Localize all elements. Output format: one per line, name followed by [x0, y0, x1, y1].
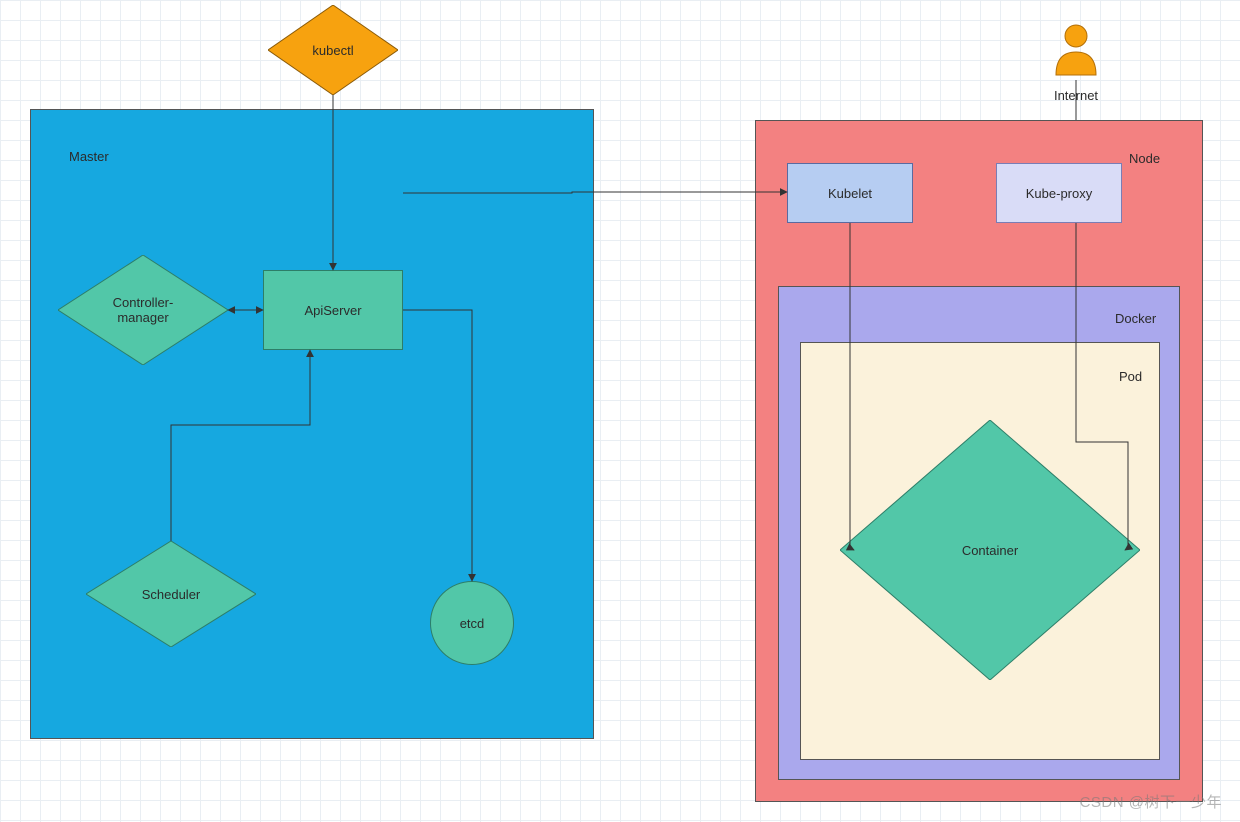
node-etcd: etcd — [430, 581, 514, 665]
node-apiserver: ApiServer — [263, 270, 403, 350]
node-kubectl: kubectl — [268, 5, 398, 95]
node-kubelet: Kubelet — [787, 163, 913, 223]
diagram-canvas: Master Node Docker Pod kubectl Controlle… — [0, 0, 1240, 822]
watermark-text: CSDN @树下一少年 — [1080, 791, 1222, 812]
node-scheduler: Scheduler — [86, 541, 256, 647]
panel-pod-label: Pod — [1119, 369, 1142, 384]
node-controller-manager-label: Controller- manager — [113, 295, 174, 325]
node-kube-proxy: Kube-proxy — [996, 163, 1122, 223]
internet-actor-label: Internet — [1036, 88, 1116, 103]
node-controller-manager: Controller- manager — [58, 255, 228, 365]
panel-master-label: Master — [69, 149, 109, 164]
node-container: Container — [840, 420, 1140, 680]
panel-docker-label: Docker — [1115, 311, 1156, 326]
node-kube-proxy-label: Kube-proxy — [1026, 186, 1092, 201]
node-apiserver-label: ApiServer — [304, 303, 361, 318]
panel-node-label: Node — [1129, 151, 1160, 166]
internet-actor-icon — [1046, 20, 1106, 90]
node-kubelet-label: Kubelet — [828, 186, 872, 201]
node-kubectl-label: kubectl — [312, 43, 353, 58]
node-container-label: Container — [962, 543, 1018, 558]
node-etcd-label: etcd — [460, 616, 485, 631]
node-scheduler-label: Scheduler — [142, 587, 201, 602]
